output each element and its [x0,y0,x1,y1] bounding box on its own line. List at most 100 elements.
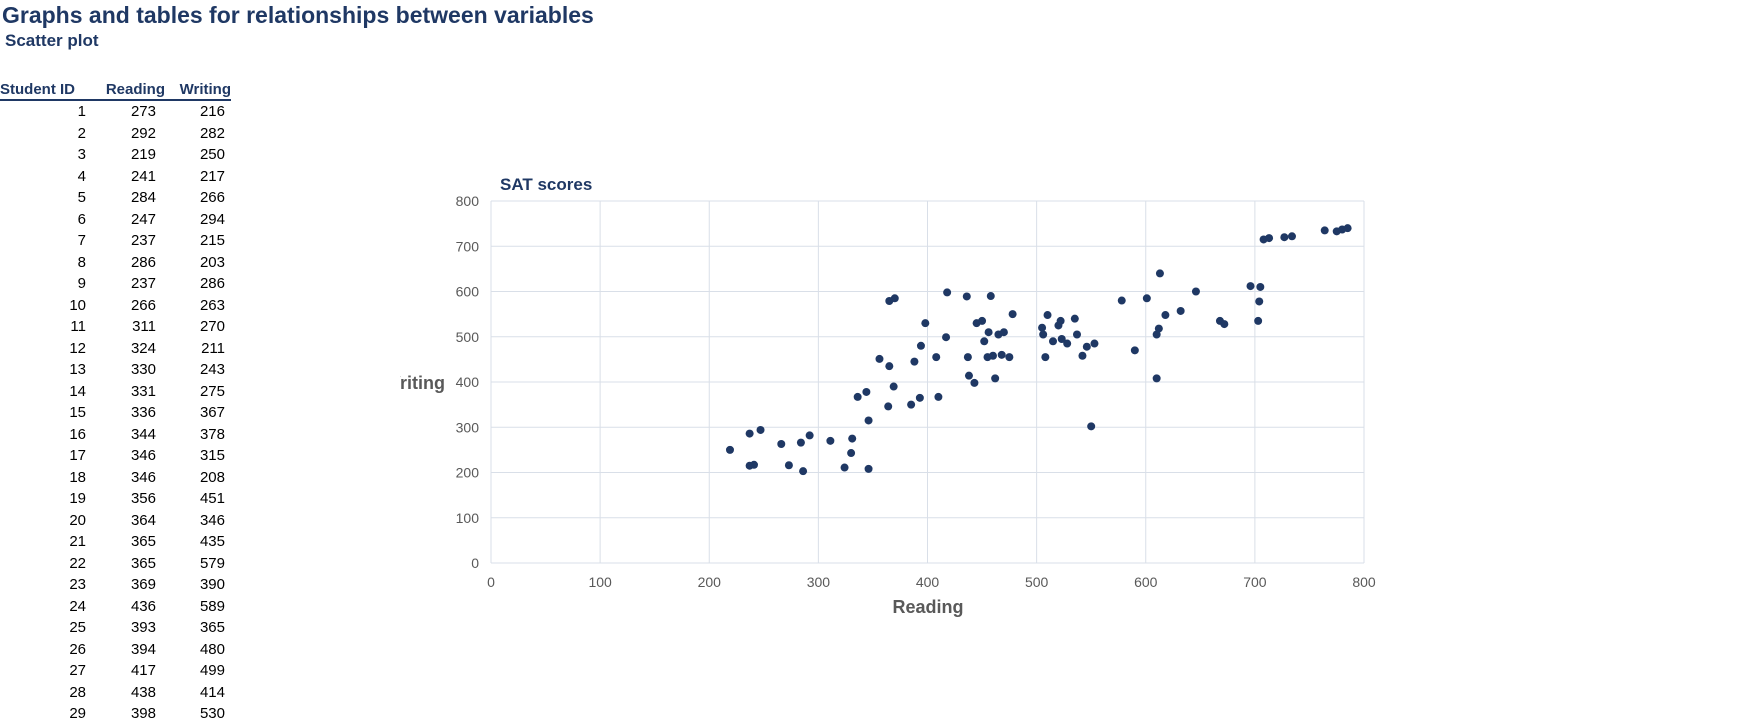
x-axis-ticks: 0 100 200 300 400 500 600 700 800 [487,574,1376,590]
cell-writing: 266 [199,189,225,206]
cell-writing: 286 [199,275,225,292]
cell-writing: 365 [199,619,225,636]
cell-reading: 331 [130,382,156,400]
cell-writing: 208 [199,468,225,486]
cell-writing: 275 [199,382,225,400]
data-point [963,353,972,362]
cell-student-id: 26 [69,640,86,658]
cell-student-id: 3 [77,146,86,163]
x-tick-label: 500 [1025,574,1049,590]
data-point [1005,353,1014,362]
data-point [847,449,856,458]
data-point [934,392,943,401]
data-point [875,354,884,363]
data-point [1041,353,1050,362]
table-row: 20 364 346 [0,510,231,532]
y-tick-label: 600 [456,284,480,300]
table-row: 1 273 216 [0,100,231,123]
cell-writing: 589 [199,597,225,615]
cell-reading: 247 [130,210,156,228]
data-point [1255,297,1264,306]
y-tick-label: 400 [456,374,480,390]
cell-writing: 499 [199,662,225,679]
y-tick-label: 700 [456,238,480,254]
cell-student-id: 8 [77,253,86,271]
data-point [1073,330,1082,339]
cell-student-id: 4 [77,167,86,185]
cell-writing: 480 [199,640,225,658]
table-row: 23 369 390 [0,574,231,596]
sat-scores-chart: SAT scores 0 100 200 300 400 500 600 700 800 0 10… [400,175,1376,617]
cell-student-id: 9 [77,275,86,292]
cell-reading: 398 [130,705,156,722]
column-header-writing: Writing [165,79,231,101]
column-header-student-id: Student ID [0,79,92,101]
cell-student-id: 12 [69,339,86,357]
table-row: 11 311 270 [0,316,231,338]
data-point [805,431,814,440]
y-axis-title: Writing [400,373,445,393]
data-point [1063,339,1072,348]
cell-student-id: 28 [69,683,86,701]
table-row: 4 241 217 [0,166,231,188]
data-point [1048,337,1057,346]
cell-writing: 315 [199,447,225,464]
cell-reading: 237 [130,275,156,292]
cell-reading: 346 [130,468,156,486]
cell-student-id: 19 [69,490,86,507]
data-point [1117,296,1126,305]
cell-reading: 273 [130,103,156,120]
data-point [915,393,924,402]
data-point [756,425,765,434]
table-row: 19 356 451 [0,488,231,510]
cell-student-id: 21 [69,533,86,550]
table-row: 28 438 414 [0,682,231,704]
table-row: 25 393 365 [0,617,231,639]
cell-student-id: 5 [77,189,86,206]
y-tick-label: 300 [456,419,480,435]
x-axis-title: Reading [892,597,963,617]
data-point [799,467,808,476]
x-tick-label: 700 [1243,574,1267,590]
cell-student-id: 14 [69,382,86,400]
data-point [942,333,951,342]
cell-reading: 393 [130,619,156,636]
table-row: 13 330 243 [0,359,231,381]
cell-writing: 579 [199,554,225,572]
cell-writing: 217 [199,167,225,185]
cell-reading: 365 [130,554,156,572]
cell-student-id: 11 [70,318,86,335]
cell-student-id: 23 [69,576,86,593]
data-point [1343,224,1352,233]
cell-reading: 356 [130,490,156,507]
cell-writing: 216 [199,103,225,120]
table-row: 15 336 367 [0,402,231,424]
y-axis-ticks: 0 100 200 300 400 500 600 700 800 [456,193,480,571]
data-point [988,351,997,360]
data-point [1280,233,1289,242]
x-tick-label: 600 [1134,574,1158,590]
table-row: 18 346 208 [0,467,231,489]
cell-student-id: 1 [77,103,86,120]
cell-reading: 344 [130,425,156,443]
data-point [1287,232,1296,241]
data-point [1142,294,1151,303]
table-row: 14 331 275 [0,381,231,403]
data-point [1256,282,1265,291]
data-point [745,461,754,470]
chart-title: SAT scores [500,175,592,194]
table-row: 22 365 579 [0,553,231,575]
data-point [1082,342,1091,351]
cell-writing: 263 [199,296,225,314]
data-point [932,353,941,362]
cell-student-id: 2 [77,124,86,142]
data-point [910,357,919,366]
page-title: Graphs and tables for relationships betw… [2,2,594,28]
data-point [997,350,1006,359]
cell-writing: 203 [199,253,225,271]
cell-student-id: 7 [77,232,86,249]
data-point [921,319,930,328]
data-point [884,402,893,411]
data-point [962,292,971,301]
cell-reading: 292 [130,124,156,142]
